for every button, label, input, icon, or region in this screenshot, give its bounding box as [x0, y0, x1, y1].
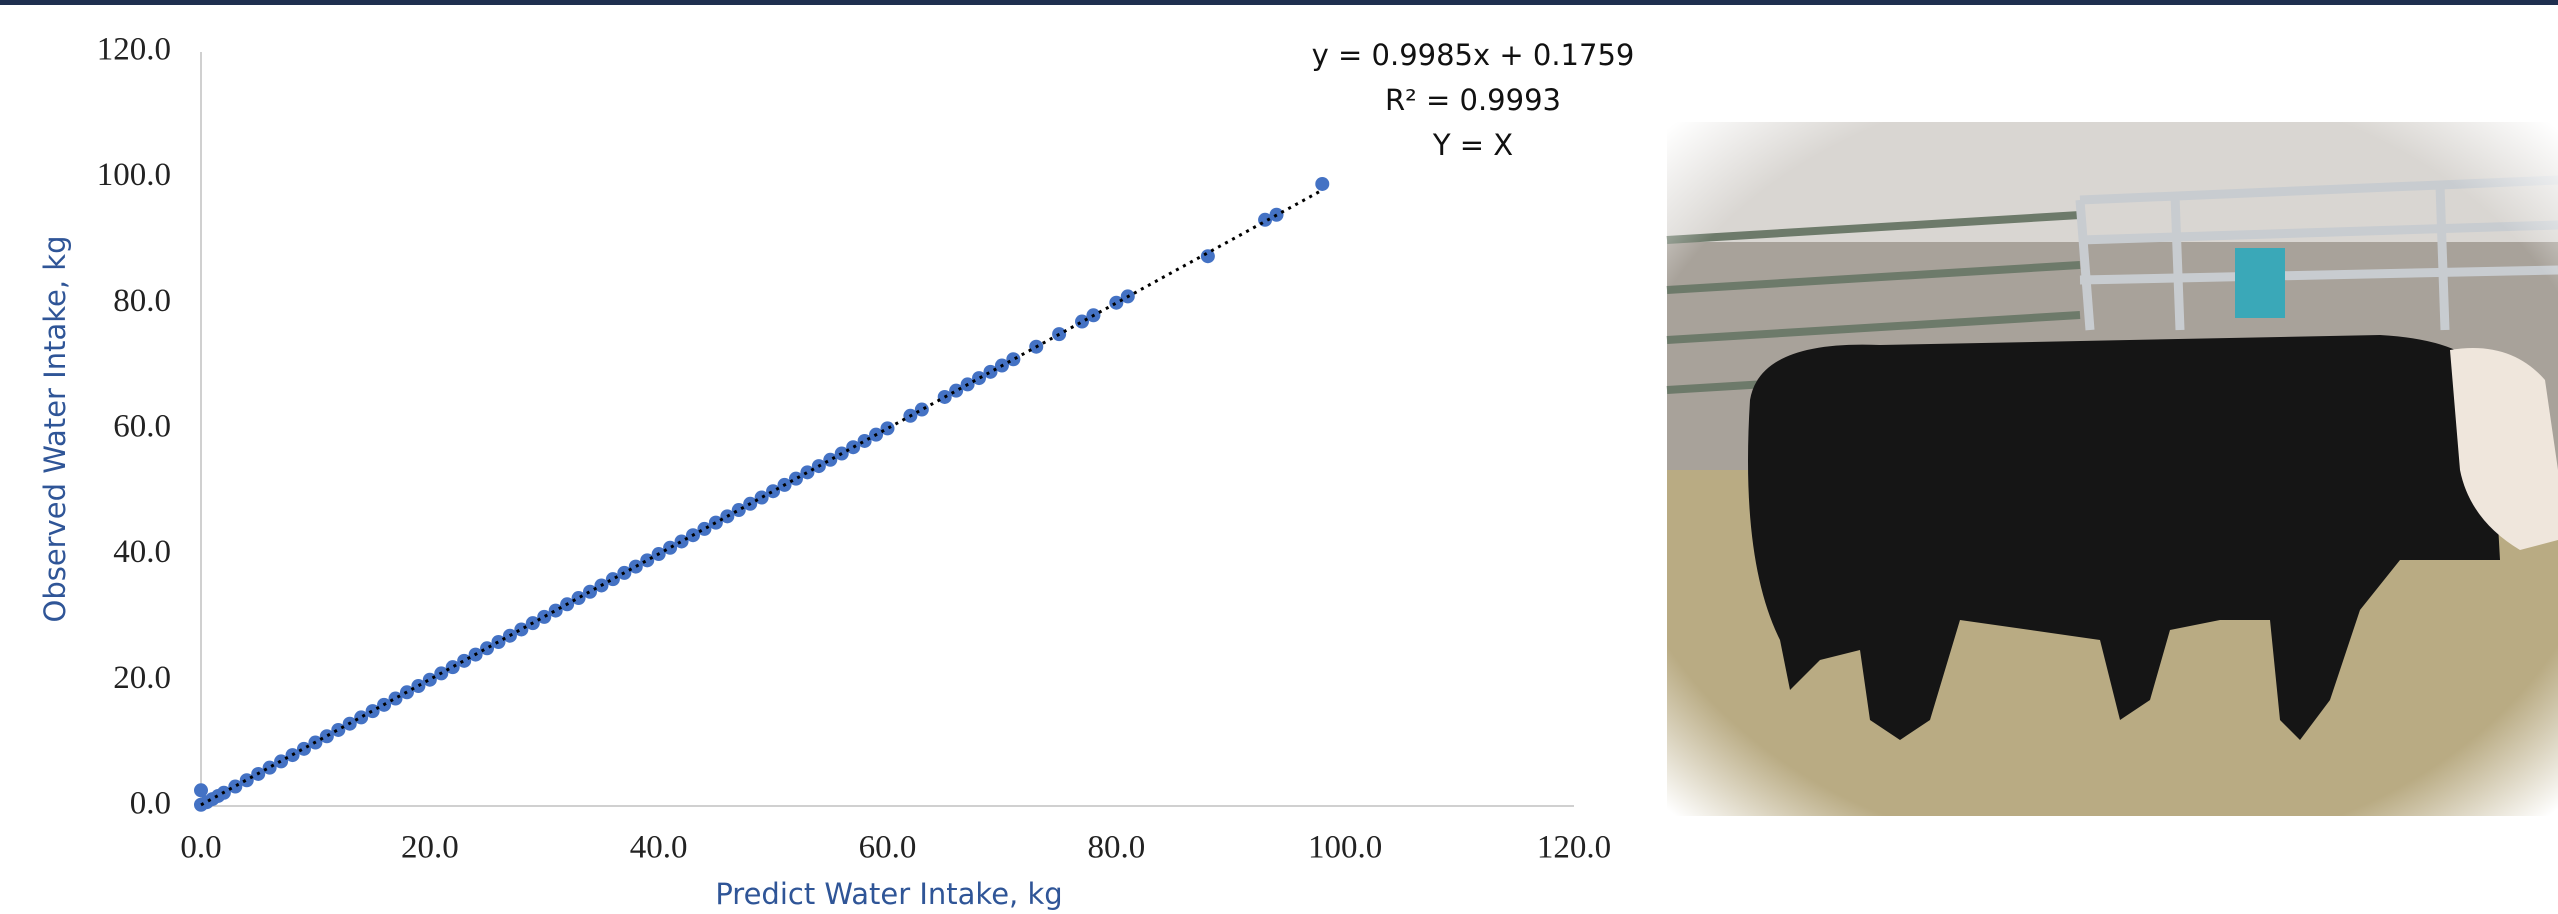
x-tick-label: 100.0: [1308, 830, 1382, 866]
y-tick-label: 40.0: [113, 534, 171, 570]
x-tick-label: 40.0: [630, 830, 688, 866]
y-tick-label: 120.0: [97, 32, 171, 68]
point: [1006, 352, 1020, 366]
x-tick-label: 20.0: [401, 830, 459, 866]
y-tick-label: 0.0: [130, 786, 171, 822]
x-tick-label: 120.0: [1537, 830, 1611, 866]
photo: [1667, 122, 2558, 816]
y-axis-title: Observed Water Intake, kg: [38, 236, 72, 623]
y-tick-label: 20.0: [113, 660, 171, 696]
x-tick-label: 60.0: [859, 830, 917, 866]
y-tick-label: 80.0: [113, 283, 171, 319]
point: [881, 421, 895, 435]
identity-label: Y = X: [1432, 128, 1513, 162]
y-tick-label: 60.0: [113, 409, 171, 445]
y-tick-label: 100.0: [97, 157, 171, 193]
x-axis-title: Predict Water Intake, kg: [715, 877, 1062, 911]
point: [1315, 177, 1329, 191]
page: Predict Water Intake, kg Observed Water …: [0, 0, 2558, 914]
equation: y = 0.9985x + 0.1759: [1312, 38, 1635, 72]
point: [194, 783, 208, 797]
top-border: [0, 0, 2558, 5]
x-tick-label: 0.0: [180, 830, 221, 866]
point: [915, 403, 929, 417]
r-squared: R² = 0.9993: [1385, 83, 1561, 117]
x-tick-label: 80.0: [1087, 830, 1145, 866]
